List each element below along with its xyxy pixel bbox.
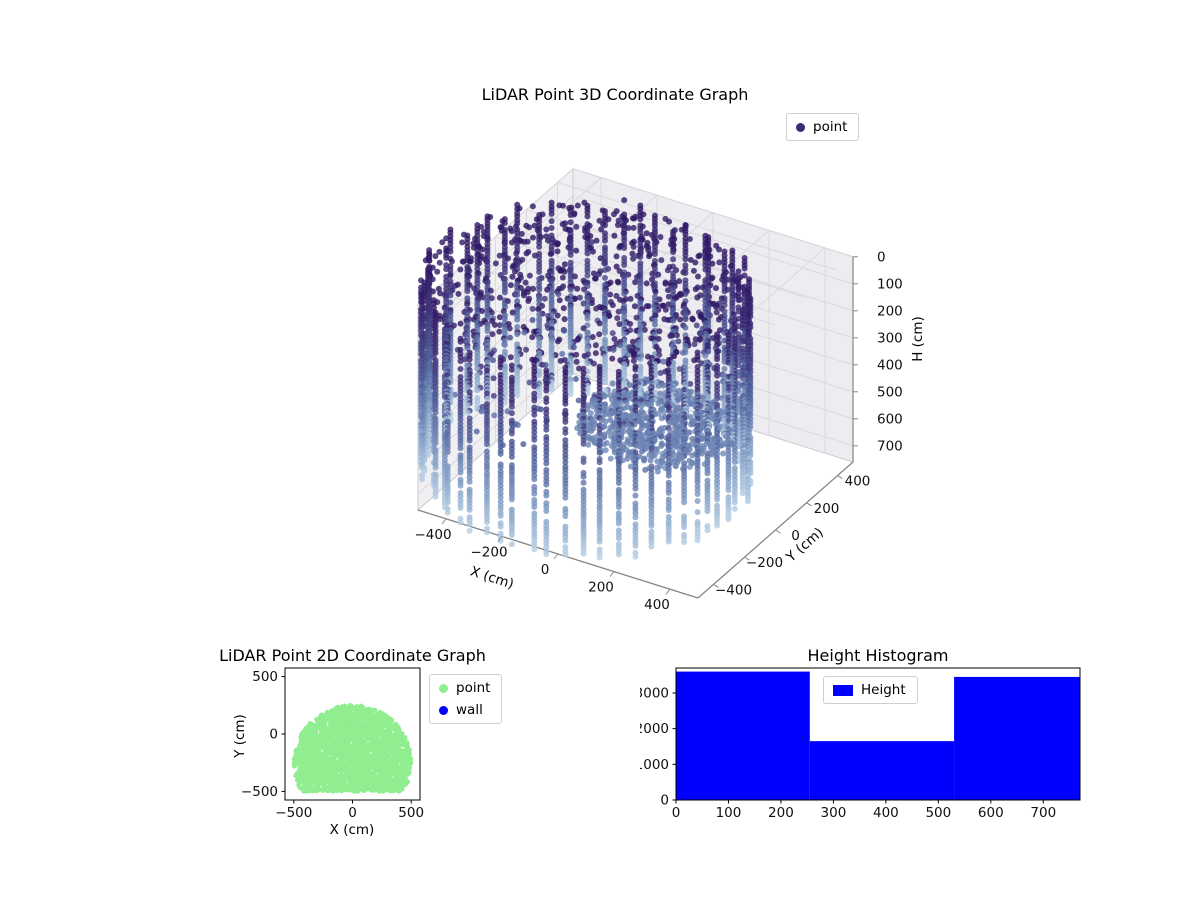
chart-2d-canvas — [230, 645, 465, 865]
chart-2d-yaxis-label: Y (cm) — [232, 714, 248, 758]
legend-entry-point-3d-label: point — [813, 119, 848, 135]
point-marker-icon — [796, 122, 805, 132]
chart-3d-canvas — [270, 100, 970, 640]
legend-entry-point-2d-label: point — [456, 680, 491, 696]
legend-entry-height: Height — [833, 682, 906, 698]
chart-3d-legend: point — [786, 113, 860, 141]
chart-3d-title: LiDAR Point 3D Coordinate Graph — [481, 85, 749, 104]
chart-3d-haxis-label: H (cm) — [910, 316, 926, 362]
chart-2d-xaxis-label: X (cm) — [329, 822, 375, 838]
wall-marker-icon — [439, 705, 448, 715]
legend-entry-point-2d: point — [439, 680, 490, 696]
height-bar-swatch-icon — [833, 684, 853, 696]
legend-entry-point-3d: point — [796, 119, 847, 135]
legend-entry-height-label: Height — [861, 682, 906, 698]
legend-entry-wall-2d-label: wall — [456, 702, 483, 718]
histogram-legend: Height — [823, 676, 918, 704]
chart-2d-title: LiDAR Point 2D Coordinate Graph — [219, 646, 486, 665]
point-marker-icon — [439, 683, 448, 693]
histogram-title: Height Histogram — [807, 646, 949, 665]
legend-entry-wall-2d: wall — [439, 702, 490, 718]
chart-2d-legend: point wall — [429, 674, 503, 724]
